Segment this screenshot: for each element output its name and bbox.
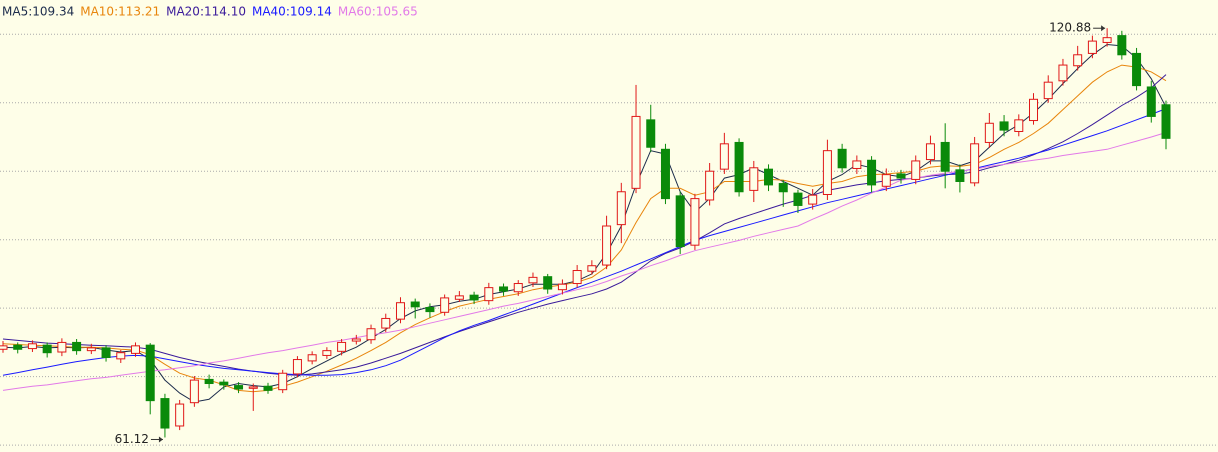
legend-entry: MA60:105.65	[338, 5, 418, 19]
candle-body	[867, 159, 877, 186]
candle-body	[42, 344, 52, 354]
candle-body	[337, 341, 347, 352]
candle-body	[145, 344, 155, 402]
candle-body	[499, 286, 509, 292]
annotation-label: 120.88	[1049, 21, 1091, 35]
candle-body	[1102, 37, 1112, 43]
candle-body	[970, 143, 980, 184]
candle-body	[175, 403, 185, 427]
ma-line	[2, 108, 1167, 376]
candle-body	[572, 270, 582, 285]
legend-entry: MA10:113.21	[80, 5, 160, 19]
candle-body	[1058, 64, 1068, 82]
candle-body	[1014, 119, 1024, 132]
candle-body	[602, 225, 612, 266]
candle-body	[705, 170, 715, 201]
candle-body	[160, 398, 170, 429]
candle-body	[1073, 54, 1083, 67]
candle-body	[1029, 98, 1039, 122]
candle-body	[204, 378, 214, 385]
candle-body	[1132, 52, 1142, 87]
candle-body	[469, 294, 479, 301]
candle-body	[351, 338, 361, 342]
candle-body	[57, 341, 67, 353]
candle-body	[86, 347, 96, 352]
candle-body	[219, 381, 229, 386]
candle-body	[925, 143, 935, 161]
candle-body	[1146, 86, 1156, 117]
candle-body	[984, 122, 994, 143]
candle-body	[484, 287, 494, 302]
candle-body	[822, 150, 832, 195]
candle-body	[440, 297, 450, 313]
candle-body	[749, 167, 759, 191]
candle-body	[263, 385, 273, 391]
candle-body	[366, 328, 376, 341]
candle-body	[940, 141, 950, 172]
candle-body	[543, 276, 553, 290]
candle-body	[454, 295, 464, 300]
candle-body	[292, 359, 302, 375]
candle-body	[793, 192, 803, 206]
candle-body	[881, 174, 891, 187]
annotation-arrowhead	[158, 436, 163, 443]
legend-entry: MA5:109.34	[2, 5, 74, 19]
candle-body	[955, 169, 965, 182]
candle-body	[646, 119, 656, 148]
candle-body	[278, 372, 288, 391]
candle-body	[557, 283, 567, 291]
candle-body	[1087, 40, 1097, 54]
candle-body	[410, 301, 420, 308]
candle-body	[248, 386, 258, 389]
legend-entry: MA20:114.10	[166, 5, 246, 19]
candle-body	[116, 352, 126, 360]
candle-body	[999, 121, 1009, 131]
candle-body	[837, 148, 847, 169]
candle-body	[13, 344, 23, 350]
candle-body	[101, 347, 111, 358]
candle-body	[234, 385, 244, 390]
candle-body	[395, 302, 405, 320]
ma-line	[2, 43, 1167, 403]
candle-body	[189, 379, 199, 404]
annotation-label: 61.12	[115, 432, 149, 446]
annotation-arrowhead	[1101, 25, 1106, 32]
candle-body	[27, 343, 37, 350]
candle-body	[616, 191, 626, 226]
candle-body	[425, 306, 435, 313]
candle-body	[528, 276, 538, 284]
candle-body	[513, 283, 523, 293]
ma-line	[2, 74, 1167, 376]
candle-body	[778, 183, 788, 193]
candle-body	[381, 317, 391, 329]
candle-body	[675, 195, 685, 248]
candle-body	[587, 265, 597, 272]
candle-body	[764, 168, 774, 186]
candle-body	[130, 345, 140, 354]
candle-body	[911, 160, 921, 180]
candle-body	[896, 173, 906, 179]
candle-body	[307, 354, 317, 362]
candle-body	[0, 345, 8, 350]
candle-body	[734, 141, 744, 193]
candle-body	[72, 341, 82, 352]
candle-body	[1161, 104, 1171, 139]
candle-body	[852, 160, 862, 169]
legend-entry: MA40:109.14	[252, 5, 332, 19]
ma-line	[2, 64, 1167, 393]
candle-body	[690, 198, 700, 246]
candle-body	[631, 115, 641, 189]
candle-body	[1117, 35, 1127, 56]
candle-body	[808, 194, 818, 205]
candle-body	[322, 350, 332, 356]
candle-body	[719, 143, 729, 170]
candle-body	[1043, 81, 1053, 100]
candle-body	[660, 148, 670, 200]
